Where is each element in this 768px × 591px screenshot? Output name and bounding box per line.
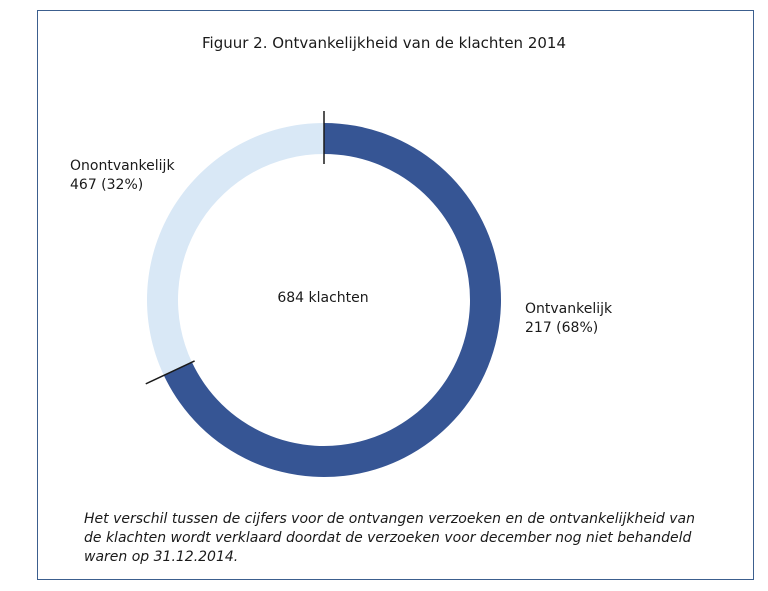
- slice-name-ontvankelijk: Ontvankelijk: [525, 301, 613, 317]
- slice-onontvankelijk: [146, 123, 324, 376]
- center-total-label: 684 klachten: [277, 290, 369, 306]
- separator-line-lower: [145, 360, 195, 385]
- slice-name-onontvankelijk: Onontvankelijk: [70, 158, 175, 174]
- footnote: Het verschil tussen de cijfers voor de o…: [84, 511, 695, 565]
- slice-value-ontvankelijk: 217 (68%): [525, 320, 599, 336]
- slice-label-ontvankelijk: Ontvankelijk 217 (68%): [525, 300, 612, 338]
- figure-frame: [37, 10, 754, 580]
- chart-title: Figuur 2. Ontvankelijkheid van de klacht…: [201, 34, 566, 52]
- slice-value-onontvankelijk: 467 (32%): [70, 177, 144, 193]
- slice-label-onontvankelijk: Onontvankelijk 467 (32%): [70, 157, 175, 195]
